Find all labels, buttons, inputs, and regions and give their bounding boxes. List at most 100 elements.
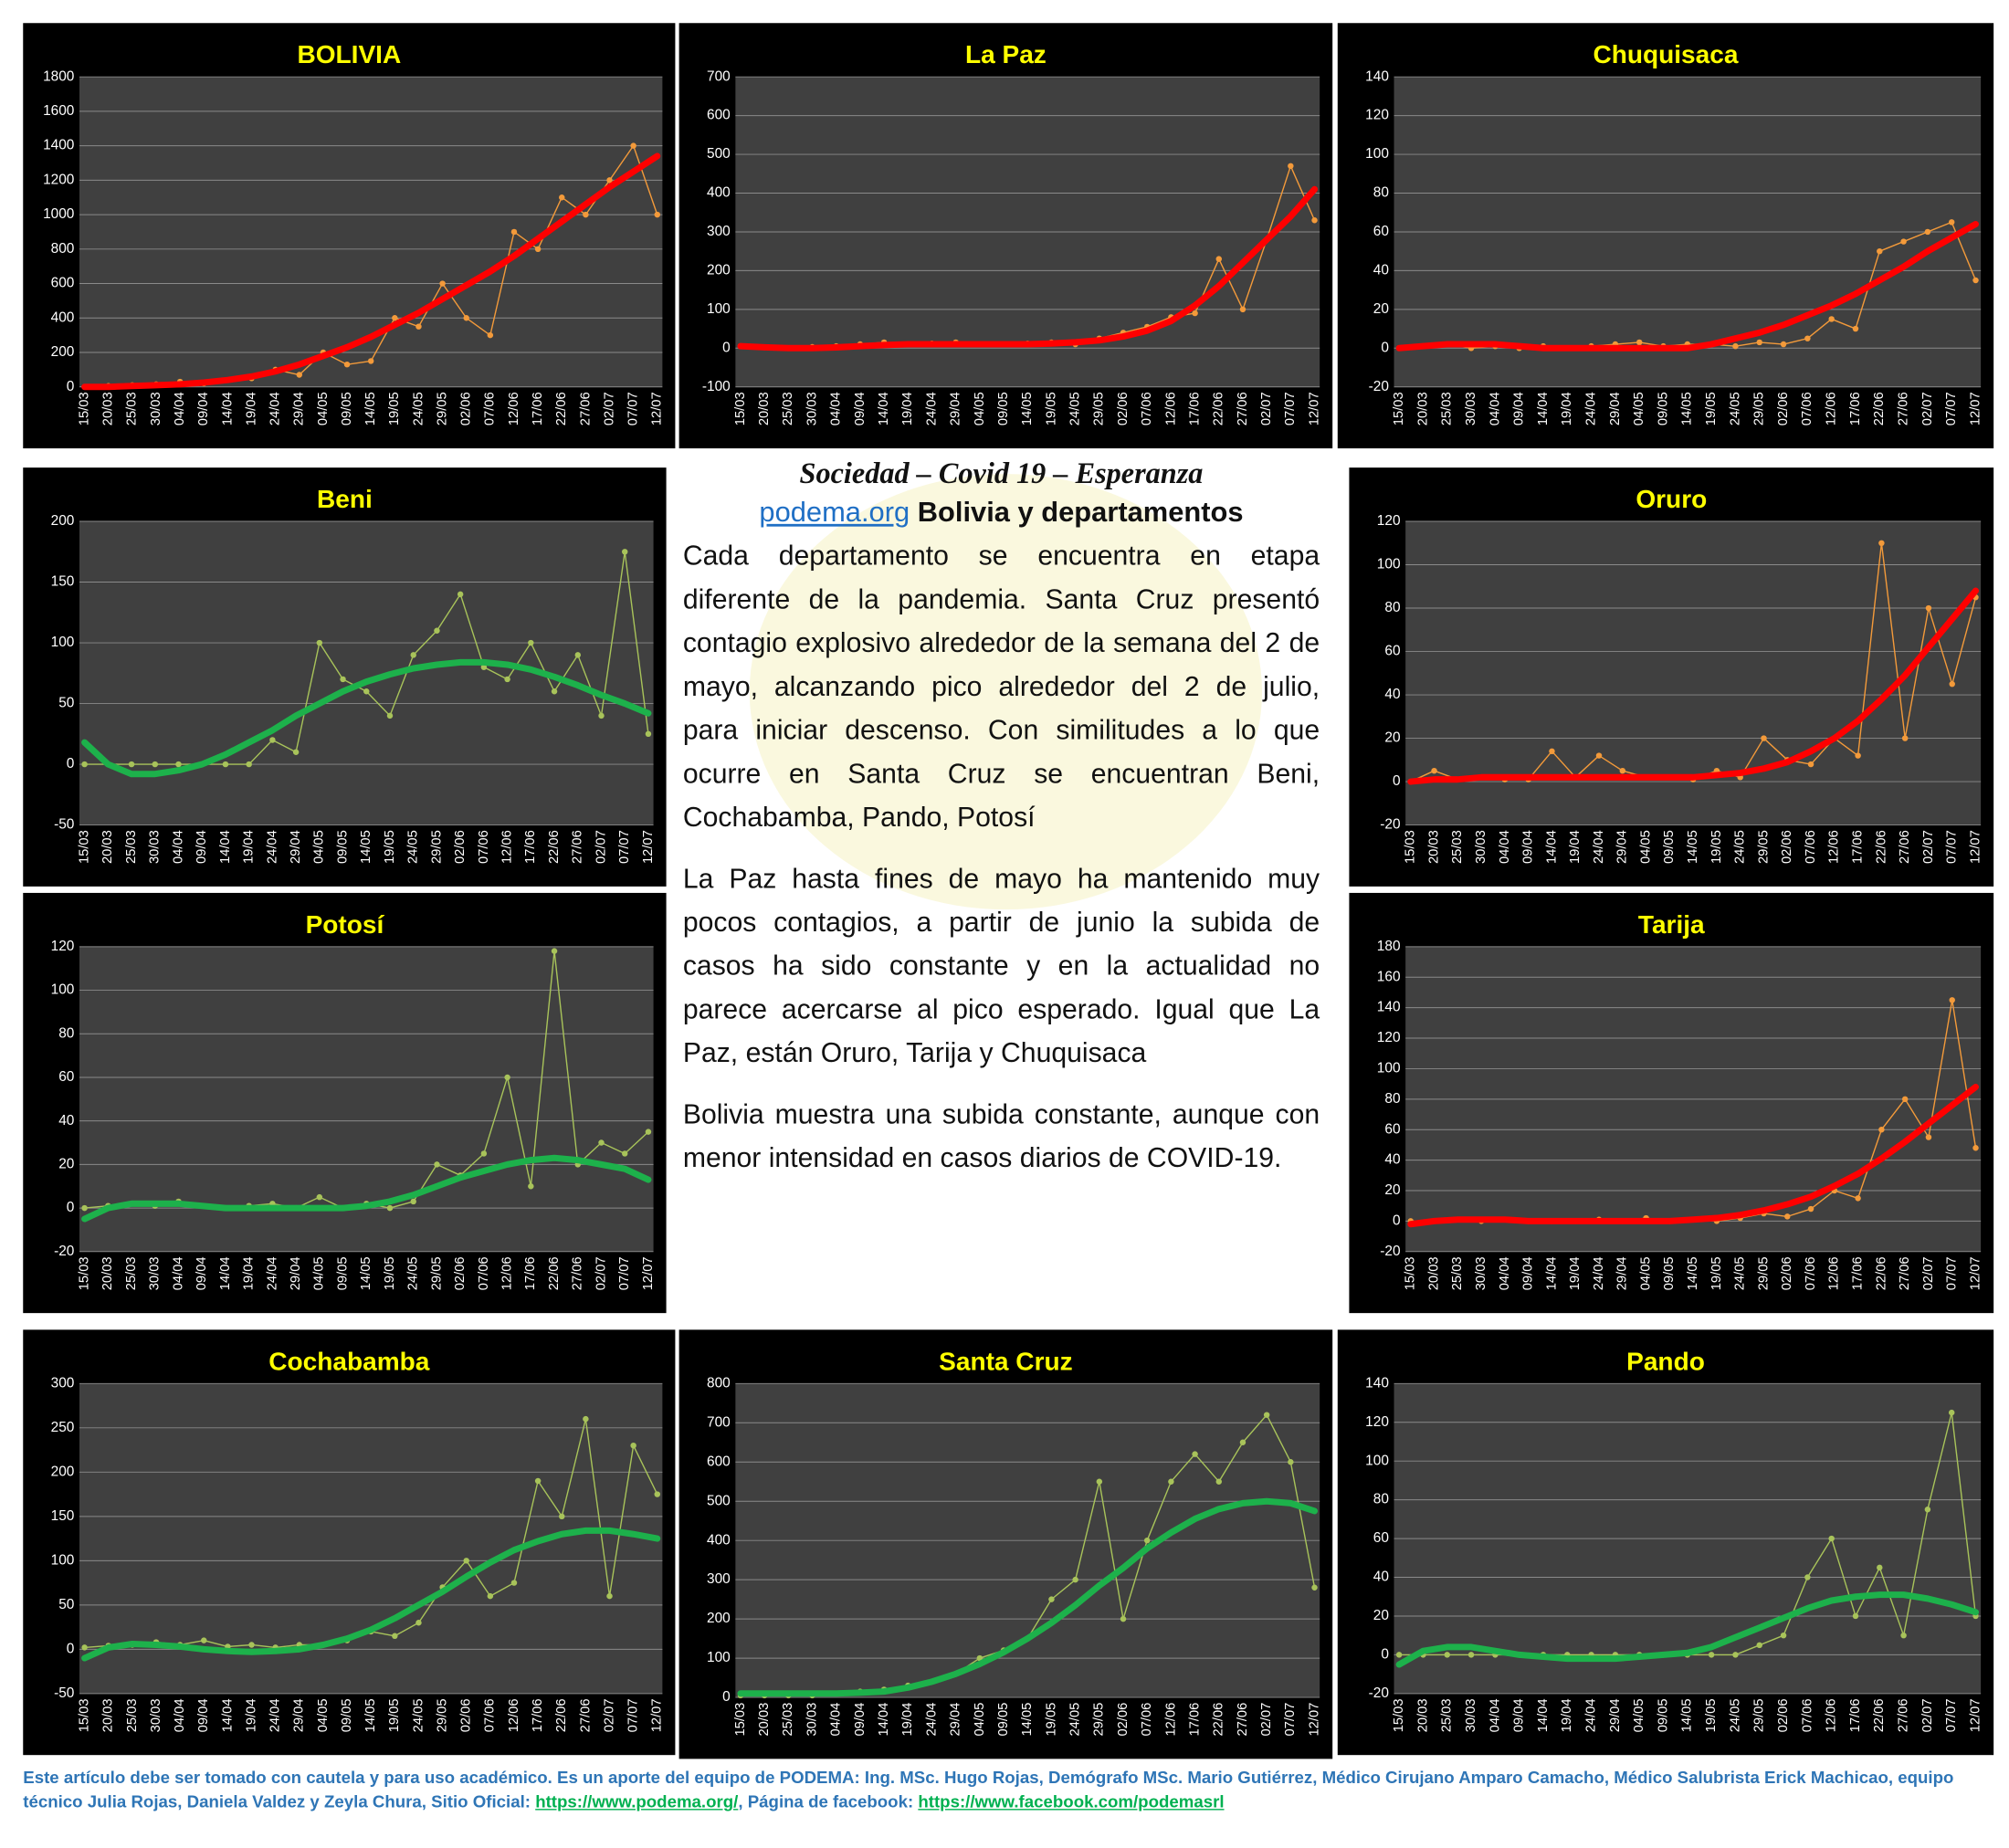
data-point: [152, 761, 158, 768]
data-point: [1804, 335, 1811, 341]
x-tick-label: 29/04: [949, 392, 963, 425]
x-tick-label: 09/05: [335, 1256, 350, 1290]
x-tick-label: 07/07: [1944, 392, 1959, 425]
data-point: [363, 688, 370, 695]
data-point: [1948, 1409, 1955, 1416]
x-tick-label: 29/05: [1756, 830, 1771, 864]
x-tick-label: 15/03: [733, 392, 748, 425]
chart-title: Potosí: [306, 910, 385, 939]
x-tick-label: 04/04: [173, 1698, 187, 1732]
x-tick-label: 02/07: [1920, 1698, 1935, 1732]
x-tick-label: 14/04: [220, 1698, 235, 1732]
x-tick-label: 02/06: [1116, 1703, 1131, 1737]
x-tick-label: 20/03: [1415, 392, 1430, 425]
x-tick-label: 12/07: [1307, 392, 1321, 425]
data-point: [1636, 339, 1643, 346]
x-tick-label: 22/06: [547, 1256, 562, 1290]
x-tick-label: 24/04: [924, 1703, 939, 1737]
y-tick-label: -100: [702, 379, 731, 394]
x-tick-label: 19/05: [1709, 830, 1724, 864]
x-tick-label: 12/07: [641, 830, 656, 864]
data-point: [534, 1477, 542, 1485]
data-point: [1072, 1576, 1078, 1583]
y-tick-label: 80: [1373, 1492, 1389, 1507]
data-point: [316, 639, 323, 646]
x-tick-label: 20/03: [101, 1698, 116, 1732]
x-tick-label: 12/06: [1163, 392, 1178, 425]
x-tick-label: 12/07: [1968, 1698, 1983, 1732]
x-tick-label: 04/05: [973, 392, 987, 425]
x-tick-label: 15/03: [77, 392, 91, 425]
article-subtitle: Bolivia y departamentos: [917, 495, 1244, 529]
y-tick-label: 0: [1393, 1213, 1401, 1228]
x-tick-label: 27/06: [1898, 830, 1912, 864]
x-tick-label: 29/04: [289, 1256, 303, 1290]
data-point: [1828, 1535, 1835, 1542]
x-tick-label: 29/05: [1092, 392, 1107, 425]
x-tick-label: 12/07: [650, 392, 665, 425]
x-tick-label: 14/05: [1686, 1256, 1700, 1290]
y-tick-label: 140: [1365, 1375, 1389, 1391]
article: Sociedad – Covid 19 – Esperanza podema.o…: [683, 455, 1320, 1198]
data-point: [1925, 1134, 1932, 1140]
y-tick-label: 200: [51, 1464, 75, 1479]
x-tick-label: 30/03: [1464, 392, 1478, 425]
y-tick-label: 300: [707, 1571, 731, 1587]
link[interactable]: https://www.podema.org/: [535, 1791, 739, 1811]
link[interactable]: https://www.facebook.com/podemasrl: [918, 1791, 1225, 1811]
y-tick-label: 500: [707, 146, 731, 162]
x-tick-label: 07/06: [483, 1698, 498, 1732]
x-tick-label: 27/06: [1898, 1256, 1912, 1290]
x-tick-label: 04/05: [316, 392, 331, 425]
y-tick-label: -20: [1369, 1685, 1389, 1701]
x-tick-label: 04/05: [1632, 392, 1646, 425]
x-tick-label: 19/04: [1568, 830, 1583, 864]
data-point: [410, 1198, 416, 1205]
data-point: [1595, 752, 1603, 759]
y-tick-label: 0: [67, 1641, 75, 1656]
link[interactable]: podema.org: [759, 495, 910, 529]
x-tick-label: 24/04: [268, 1698, 283, 1732]
x-tick-label: 20/03: [1415, 1698, 1430, 1732]
y-tick-label: 120: [1377, 513, 1401, 529]
y-tick-label: 20: [1384, 730, 1400, 746]
x-tick-label: 14/05: [359, 830, 373, 864]
y-tick-label: 200: [51, 344, 75, 360]
x-tick-label: 22/06: [1212, 392, 1226, 425]
data-point: [367, 358, 374, 364]
x-tick-label: 14/05: [363, 392, 378, 425]
data-point: [1708, 1652, 1715, 1658]
y-tick-label: 700: [707, 1414, 731, 1430]
x-tick-label: 19/05: [1044, 1703, 1058, 1737]
x-tick-label: 07/07: [1945, 1256, 1960, 1290]
y-tick-label: 140: [1377, 1000, 1401, 1015]
data-point: [1263, 1412, 1270, 1418]
data-point: [269, 737, 276, 743]
data-point: [1192, 1451, 1198, 1457]
x-tick-label: 20/03: [100, 830, 115, 864]
x-tick-label: 17/06: [1187, 392, 1202, 425]
x-tick-label: 24/04: [1592, 830, 1606, 864]
x-tick-label: 27/06: [578, 1698, 593, 1732]
x-tick-label: 30/03: [1474, 1256, 1488, 1290]
x-tick-label: 29/05: [1092, 1703, 1107, 1737]
y-tick-label: 60: [58, 1069, 74, 1085]
x-tick-label: 09/04: [853, 392, 868, 425]
data-point: [296, 372, 303, 378]
y-tick-label: -20: [1380, 817, 1400, 833]
y-tick-label: -50: [54, 817, 74, 833]
data-point: [1732, 342, 1739, 350]
footer-text: Este artículo debe ser tomado con cautel…: [23, 1768, 1954, 1811]
data-point: [480, 1150, 488, 1157]
y-tick-label: 100: [1365, 146, 1389, 162]
data-point: [487, 331, 494, 339]
x-tick-label: 04/05: [312, 1256, 327, 1290]
y-tick-label: 0: [67, 1200, 75, 1215]
y-tick-label: 40: [1384, 1152, 1400, 1168]
x-tick-label: 22/06: [554, 392, 569, 425]
x-tick-label: 29/04: [1608, 392, 1623, 425]
x-tick-label: 07/06: [1804, 830, 1818, 864]
data-point: [1311, 1584, 1318, 1591]
y-tick-label: 120: [1365, 1414, 1389, 1430]
data-point: [574, 652, 582, 658]
